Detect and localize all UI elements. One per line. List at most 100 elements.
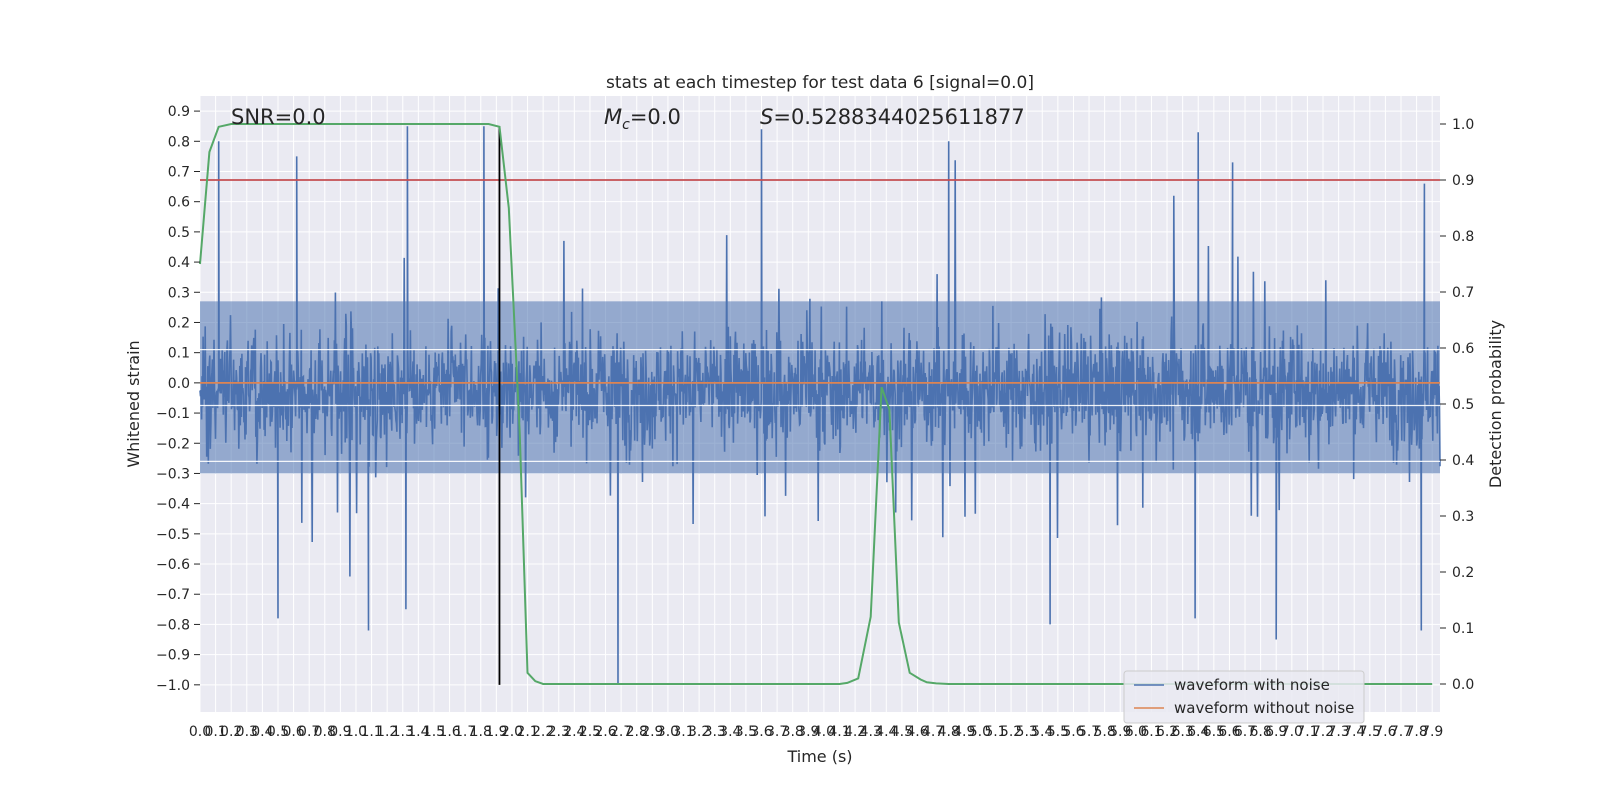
y2-tick-label: 0.7 [1452,285,1474,301]
x-tick-label: 6.0 [1125,724,1147,740]
y2-axis-label: Detection probability [1486,320,1505,488]
x-tick-label: 3.2 [688,724,710,740]
overlay-series [199,123,1440,685]
x-axis-label: Time (s) [786,747,852,766]
x-tick-label: 2.9 [641,724,663,740]
x-tick-label: 1.1 [360,724,382,740]
x-tick-label: 3.1 [672,724,694,740]
x-tick-label: 1.4 [407,724,429,740]
x-tick-label: 4.4 [875,724,897,740]
y-tick-label: 0.0 [168,376,190,392]
y-tick-label: −0.7 [156,587,190,603]
x-tick-label: 7.6 [1374,724,1396,740]
detection-probability-line [199,123,1433,685]
y2-tick-label: 1.0 [1452,117,1474,133]
x-tick-label: 3.0 [657,724,679,740]
x-tick-label: 7.4 [1343,724,1365,740]
x-tick-label: 1.8 [470,724,492,740]
x-tick-label: 5.2 [1000,724,1022,740]
y-tick-label: 0.8 [168,134,190,150]
x-tick-label: 6.9 [1265,724,1287,740]
y2-tick-label: 0.4 [1452,453,1474,469]
noise-density-band [200,301,1440,474]
x-tick-label: 6.7 [1234,724,1256,740]
x-tick-label: 7.5 [1359,724,1381,740]
x-tick-label: 5.3 [1016,724,1038,740]
x-tick-label: 5.5 [1047,724,1069,740]
x-tick-label: 1.3 [392,724,414,740]
x-tick-label: 7.2 [1312,724,1334,740]
y2-tick-label: 0.0 [1452,677,1474,693]
legend-label-noise: waveform with noise [1174,676,1330,694]
y-tick-label: 0.6 [168,195,190,211]
x-tick-label: 3.3 [704,724,726,740]
y2-tick-label: 0.9 [1452,173,1474,189]
x-tick-label: 6.6 [1218,724,1240,740]
chart-title: stats at each timestep for test data 6 [… [606,73,1034,93]
x-tick-label: 3.6 [750,724,772,740]
legend-label-clean: waveform without noise [1174,699,1354,717]
x-tick-label: 7.0 [1281,724,1303,740]
x-tick-label: 4.5 [891,724,913,740]
y2-tick-label: 0.1 [1452,621,1474,637]
x-tick-label: 4.3 [860,724,882,740]
y-tick-label: 0.5 [168,225,190,241]
x-tick-label: 1.9 [485,724,507,740]
x-tick-label: 0.2 [220,724,242,740]
y2-tick-label: 0.5 [1452,397,1474,413]
x-tick-label: 2.3 [548,724,570,740]
x-tick-label: 2.0 [501,724,523,740]
x-tick-label: 3.9 [797,724,819,740]
x-tick-label: 7.8 [1405,724,1427,740]
score-annotation: S=0.5288344025611877 [760,105,1025,129]
y-tick-label: 0.3 [168,285,190,301]
x-tick-label: 5.9 [1109,724,1131,740]
x-tick-label: 2.7 [610,724,632,740]
x-tick-label: 4.8 [938,724,960,740]
x-tick-label: 0.0 [189,724,211,740]
x-tick-label: 3.4 [719,724,741,740]
x-tick-label: 0.9 [329,724,351,740]
y-tick-label: 0.2 [168,315,190,331]
x-tick-label: 4.2 [844,724,866,740]
x-tick-label: 2.8 [626,724,648,740]
y-tick-label: 0.9 [168,104,190,120]
chirp-mass-annotation: Mc=0.0 [604,105,681,133]
x-tick-label: 7.7 [1390,724,1412,740]
axes: 0.00.10.20.30.40.50.60.70.80.91.01.11.21… [156,104,1474,740]
x-tick-label: 3.7 [766,724,788,740]
x-tick-label: 5.6 [1062,724,1084,740]
x-tick-label: 6.4 [1187,724,1209,740]
x-tick-label: 2.4 [563,724,585,740]
x-tick-label: 0.5 [267,724,289,740]
x-tick-label: 1.6 [438,724,460,740]
snr-annotation: SNR=0.0 [231,105,326,129]
y-tick-label: −0.6 [156,557,190,573]
x-tick-label: 0.7 [298,724,320,740]
y-tick-label: −0.8 [156,617,190,633]
waveform-with-noise-series [199,126,1441,685]
x-tick-label: 3.8 [782,724,804,740]
x-tick-label: 2.2 [532,724,554,740]
x-tick-label: 1.5 [423,724,445,740]
x-tick-label: 2.6 [594,724,616,740]
x-tick-label: 2.5 [579,724,601,740]
x-tick-label: 2.1 [516,724,538,740]
x-tick-label: 6.3 [1172,724,1194,740]
legend-box [1123,670,1365,724]
x-tick-label: 5.8 [1094,724,1116,740]
x-tick-label: 0.1 [204,724,226,740]
x-tick-label: 0.8 [314,724,336,740]
x-tick-label: 4.9 [953,724,975,740]
y2-tick-label: 0.3 [1452,509,1474,525]
x-tick-label: 6.5 [1203,724,1225,740]
x-tick-label: 5.7 [1078,724,1100,740]
y-tick-label: −0.2 [156,436,190,452]
y2-tick-label: 0.6 [1452,341,1474,357]
x-tick-label: 5.1 [984,724,1006,740]
y-tick-label: 0.4 [168,255,190,271]
x-tick-label: 4.0 [813,724,835,740]
x-tick-label: 7.3 [1327,724,1349,740]
x-tick-label: 7.9 [1421,724,1443,740]
